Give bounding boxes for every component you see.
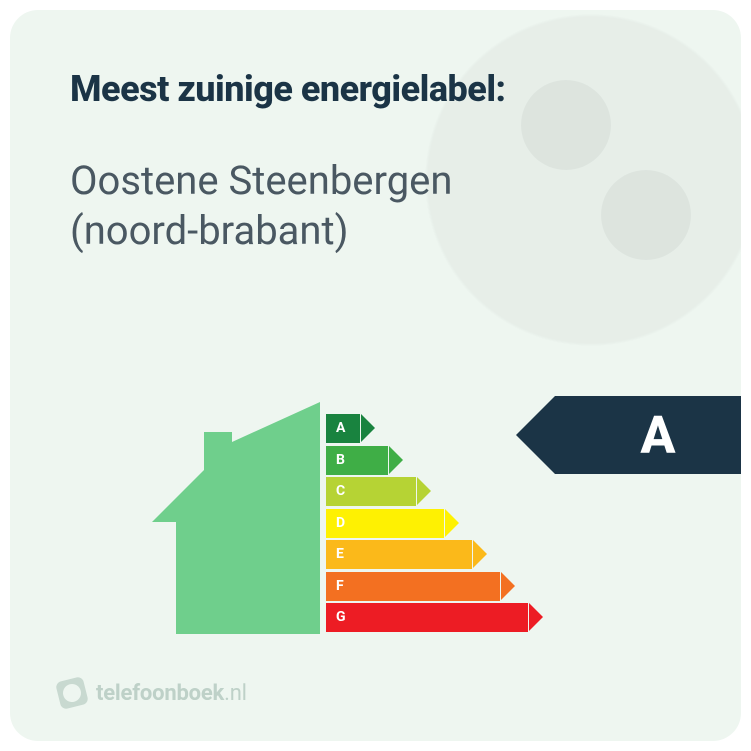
energy-bar-row-f: F xyxy=(326,572,528,601)
energy-bar-row-e: E xyxy=(326,540,528,569)
energy-bar-label: D xyxy=(336,515,345,531)
card-content: Meest zuinige energielabel: Oostene Stee… xyxy=(10,10,741,256)
footer-brand: telefoonboek.nl xyxy=(58,679,247,707)
card-title: Meest zuinige energielabel: xyxy=(70,68,681,110)
energy-bar-row-c: C xyxy=(326,477,528,506)
phonebook-logo-icon xyxy=(55,676,89,710)
energy-bar-f: F xyxy=(326,572,500,601)
footer-text: telefoonboek.nl xyxy=(96,681,247,706)
energy-label-card: Meest zuinige energielabel: Oostene Stee… xyxy=(10,10,741,741)
energy-bar-row-b: B xyxy=(326,446,528,475)
result-value: A xyxy=(640,405,675,466)
energy-bar-row-d: D xyxy=(326,509,528,538)
footer-tld: .nl xyxy=(224,681,247,706)
energy-bar-label: F xyxy=(336,578,344,594)
energy-bar-d: D xyxy=(326,509,444,538)
energy-bar-b: B xyxy=(326,446,388,475)
energy-bar-e: E xyxy=(326,540,472,569)
footer-brand-name: telefoonboek xyxy=(96,681,224,706)
result-badge: A xyxy=(555,396,741,474)
energy-bar-label: A xyxy=(336,420,345,436)
energy-bar-a: A xyxy=(326,414,360,443)
energy-bar-c: C xyxy=(326,477,416,506)
energy-bar-label: E xyxy=(336,546,344,562)
energy-bars: ABCDEFG xyxy=(326,414,528,635)
energy-bar-row-a: A xyxy=(326,414,528,443)
energy-bar-g: G xyxy=(326,603,528,632)
location-line-2: (noord-brabant) xyxy=(70,207,349,254)
energy-bar-label: C xyxy=(336,483,345,499)
energy-bar-label: B xyxy=(336,452,345,468)
location-line-1: Oostene Steenbergen xyxy=(70,157,452,204)
location-name: Oostene Steenbergen (noord-brabant) xyxy=(70,156,681,256)
energy-bar-row-g: G xyxy=(326,603,528,632)
house-icon xyxy=(152,402,320,634)
energy-bar-label: G xyxy=(336,609,346,625)
energy-chart: ABCDEFG A xyxy=(10,390,741,650)
